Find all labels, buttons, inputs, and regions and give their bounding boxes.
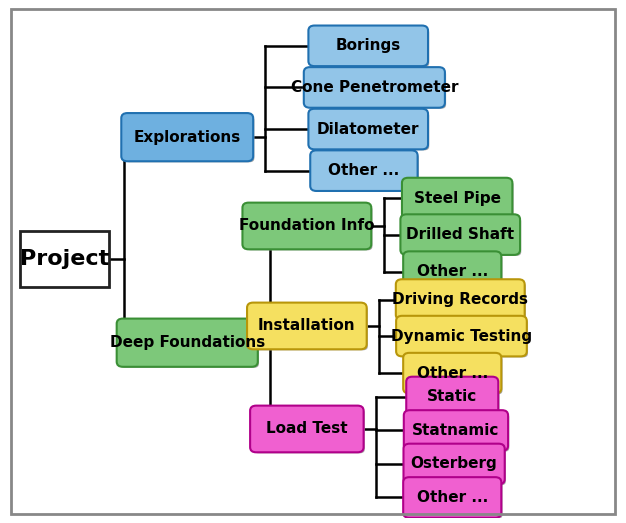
FancyBboxPatch shape: [312, 29, 429, 67]
Text: Deep Foundations: Deep Foundations: [110, 335, 265, 350]
FancyBboxPatch shape: [402, 178, 512, 219]
FancyBboxPatch shape: [120, 322, 259, 368]
FancyBboxPatch shape: [407, 480, 503, 519]
FancyBboxPatch shape: [396, 316, 527, 356]
FancyBboxPatch shape: [121, 113, 253, 161]
Text: Osterberg: Osterberg: [411, 457, 498, 471]
FancyBboxPatch shape: [404, 444, 505, 484]
FancyBboxPatch shape: [246, 206, 372, 251]
Text: Driving Records: Driving Records: [393, 292, 528, 307]
Text: Other ...: Other ...: [417, 490, 488, 505]
FancyBboxPatch shape: [400, 319, 528, 357]
Text: Dilatometer: Dilatometer: [317, 121, 419, 137]
FancyBboxPatch shape: [242, 202, 371, 249]
FancyBboxPatch shape: [304, 67, 445, 108]
FancyBboxPatch shape: [399, 282, 526, 321]
FancyBboxPatch shape: [407, 447, 506, 485]
Text: Cone Penetrometer: Cone Penetrometer: [290, 80, 458, 95]
FancyBboxPatch shape: [309, 109, 428, 150]
Text: Statnamic: Statnamic: [413, 423, 500, 438]
FancyBboxPatch shape: [404, 218, 521, 256]
Text: Static: Static: [427, 390, 478, 404]
FancyBboxPatch shape: [406, 181, 513, 219]
FancyBboxPatch shape: [406, 377, 498, 417]
Text: Foundation Info: Foundation Info: [239, 219, 374, 233]
Text: Other ...: Other ...: [417, 264, 488, 279]
FancyBboxPatch shape: [125, 116, 254, 162]
FancyBboxPatch shape: [247, 303, 367, 349]
Text: Other ...: Other ...: [417, 366, 488, 381]
Text: Explorations: Explorations: [133, 130, 241, 145]
Text: Project: Project: [20, 249, 109, 269]
FancyBboxPatch shape: [254, 408, 365, 453]
FancyBboxPatch shape: [403, 252, 501, 292]
FancyBboxPatch shape: [251, 305, 368, 350]
FancyBboxPatch shape: [407, 356, 503, 394]
FancyBboxPatch shape: [116, 319, 258, 367]
FancyBboxPatch shape: [408, 413, 510, 452]
FancyBboxPatch shape: [312, 112, 429, 151]
Text: Borings: Borings: [336, 38, 401, 53]
FancyBboxPatch shape: [310, 151, 418, 191]
FancyBboxPatch shape: [396, 279, 525, 320]
FancyBboxPatch shape: [407, 254, 503, 293]
FancyBboxPatch shape: [403, 477, 501, 518]
Text: Steel Pipe: Steel Pipe: [414, 190, 501, 206]
FancyBboxPatch shape: [26, 236, 108, 287]
FancyBboxPatch shape: [410, 380, 500, 418]
FancyBboxPatch shape: [401, 214, 520, 255]
Text: Load Test: Load Test: [266, 422, 347, 437]
FancyBboxPatch shape: [309, 26, 428, 66]
Text: Dynamic Testing: Dynamic Testing: [391, 328, 532, 344]
FancyBboxPatch shape: [307, 70, 446, 109]
Text: Installation: Installation: [258, 319, 356, 334]
FancyBboxPatch shape: [20, 231, 109, 287]
FancyBboxPatch shape: [404, 410, 508, 451]
FancyBboxPatch shape: [403, 353, 501, 393]
Text: Drilled Shaft: Drilled Shaft: [406, 227, 515, 242]
FancyBboxPatch shape: [250, 406, 364, 452]
FancyBboxPatch shape: [314, 153, 419, 192]
Text: Other ...: Other ...: [328, 163, 399, 178]
